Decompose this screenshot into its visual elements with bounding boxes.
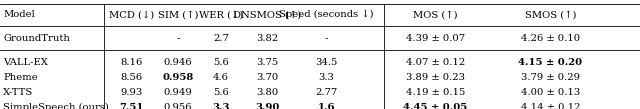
Text: DNSMOS (↑): DNSMOS (↑) <box>234 10 301 19</box>
Text: 4.39 ± 0.07: 4.39 ± 0.07 <box>406 34 465 43</box>
Text: 4.15 ± 0.20: 4.15 ± 0.20 <box>518 58 582 67</box>
Text: SMOS (↑): SMOS (↑) <box>525 10 576 19</box>
Text: 3.82: 3.82 <box>257 34 278 43</box>
Text: 34.5: 34.5 <box>316 58 337 67</box>
Text: Speed (seconds ↓): Speed (seconds ↓) <box>279 10 374 19</box>
Text: -: - <box>324 34 328 43</box>
Text: 4.19 ± 0.15: 4.19 ± 0.15 <box>406 88 465 97</box>
Text: 3.70: 3.70 <box>257 73 278 82</box>
Text: 3.75: 3.75 <box>257 58 278 67</box>
Text: 2.7: 2.7 <box>213 34 228 43</box>
Text: 4.26 ± 0.10: 4.26 ± 0.10 <box>521 34 580 43</box>
Text: 8.56: 8.56 <box>120 73 142 82</box>
Text: 4.6: 4.6 <box>213 73 228 82</box>
Text: SIM (↑): SIM (↑) <box>157 10 198 19</box>
Text: -: - <box>176 34 180 43</box>
Text: 3.80: 3.80 <box>257 88 278 97</box>
Text: VALL-EX: VALL-EX <box>3 58 48 67</box>
Text: 5.6: 5.6 <box>213 58 228 67</box>
Text: SimpleSpeech (ours): SimpleSpeech (ours) <box>3 103 109 109</box>
Text: 0.958: 0.958 <box>163 73 193 82</box>
Text: GroundTruth: GroundTruth <box>3 34 70 43</box>
Text: 3.90: 3.90 <box>255 103 280 109</box>
Text: 5.6: 5.6 <box>213 88 228 97</box>
Text: 4.45 ± 0.05: 4.45 ± 0.05 <box>403 103 467 109</box>
Text: 4.00 ± 0.13: 4.00 ± 0.13 <box>521 88 580 97</box>
Text: 3.3: 3.3 <box>212 103 230 109</box>
Text: 3.79 ± 0.29: 3.79 ± 0.29 <box>521 73 580 82</box>
Text: Pheme: Pheme <box>3 73 38 82</box>
Text: 1.6: 1.6 <box>317 103 335 109</box>
Text: Model: Model <box>3 10 35 19</box>
Text: 0.956: 0.956 <box>164 103 192 109</box>
Text: 0.949: 0.949 <box>164 88 192 97</box>
Text: 8.16: 8.16 <box>120 58 142 67</box>
Text: 2.77: 2.77 <box>316 88 337 97</box>
Text: 4.14 ± 0.12: 4.14 ± 0.12 <box>521 103 580 109</box>
Text: WER (↓): WER (↓) <box>198 10 243 19</box>
Text: 0.946: 0.946 <box>164 58 192 67</box>
Text: 9.93: 9.93 <box>120 88 142 97</box>
Text: MOS (↑): MOS (↑) <box>413 10 458 19</box>
Text: X-TTS: X-TTS <box>3 88 33 97</box>
Text: 4.07 ± 0.12: 4.07 ± 0.12 <box>406 58 465 67</box>
Text: 3.89 ± 0.23: 3.89 ± 0.23 <box>406 73 465 82</box>
Text: MCD (↓): MCD (↓) <box>109 10 154 19</box>
Text: 7.51: 7.51 <box>119 103 143 109</box>
Text: 3.3: 3.3 <box>319 73 334 82</box>
